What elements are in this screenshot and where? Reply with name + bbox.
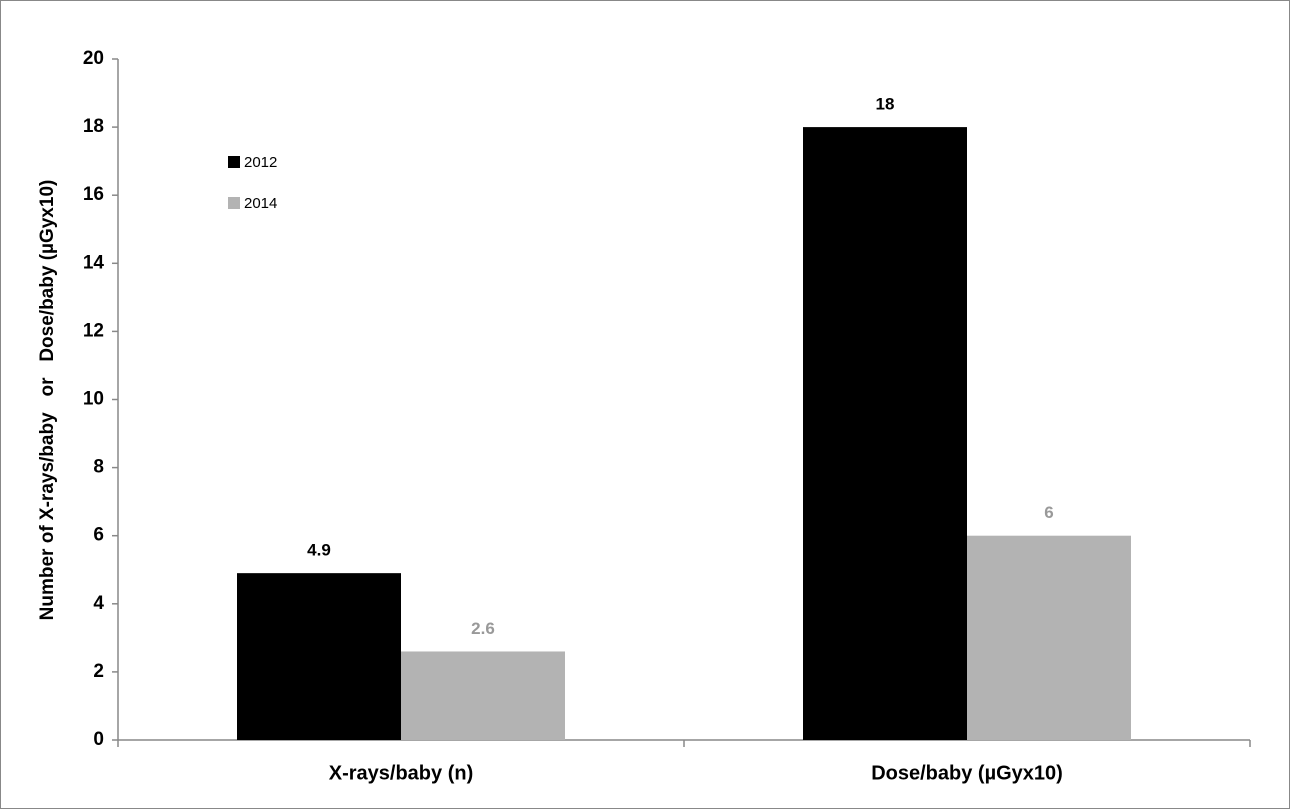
y-axis-label: Number of X-rays/baby or Dose/baby (µGyx…	[37, 180, 58, 621]
legend-swatch	[228, 197, 240, 209]
legend-label: 2014	[244, 195, 277, 212]
bar	[967, 535, 1131, 740]
x-tick-label: X-rays/baby (n)	[329, 762, 473, 784]
y-tick-label: 16	[83, 184, 104, 205]
value-label: 18	[876, 95, 895, 114]
value-label: 4.9	[307, 541, 331, 560]
legend-swatch	[228, 156, 240, 168]
y-tick-label: 10	[83, 389, 104, 410]
y-tick-label: 8	[93, 457, 104, 478]
y-tick-label: 6	[93, 525, 104, 546]
y-tick-label: 12	[83, 320, 104, 341]
bar	[401, 651, 565, 740]
bar	[803, 127, 967, 741]
value-label: 6	[1044, 503, 1053, 522]
y-tick-label: 2	[93, 661, 104, 682]
y-tick-label: 18	[83, 116, 104, 137]
y-tick-label: 14	[83, 252, 105, 273]
bar	[237, 573, 401, 740]
legend-label: 2012	[244, 154, 277, 171]
y-tick-label: 0	[93, 729, 104, 750]
y-tick-label: 20	[83, 48, 104, 69]
value-label: 2.6	[471, 619, 495, 638]
x-tick-label: Dose/baby (µGyx10)	[871, 762, 1063, 784]
y-tick-label: 4	[93, 593, 104, 614]
